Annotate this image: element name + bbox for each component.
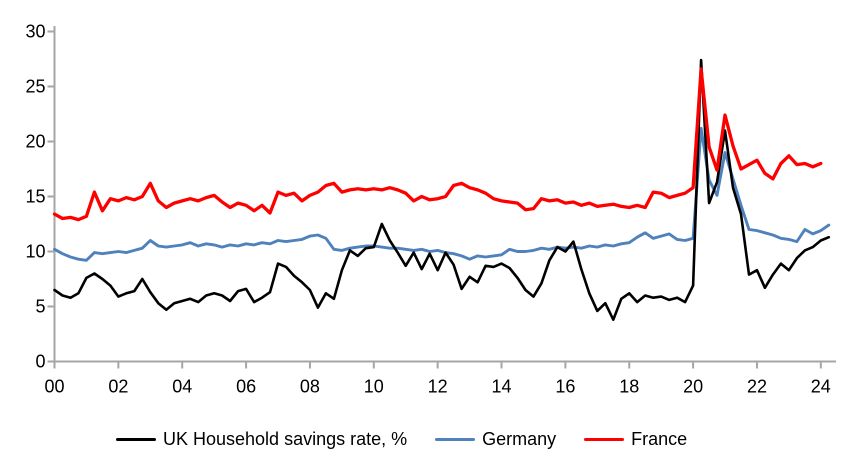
legend-item-uk: UK Household savings rate, % bbox=[116, 429, 407, 450]
y-axis-tick-label: 0 bbox=[35, 352, 45, 372]
x-axis-tick-label: 14 bbox=[492, 377, 512, 397]
legend-line-uk-swatch bbox=[116, 438, 156, 441]
series-line-france bbox=[52, 67, 823, 222]
y-axis-tick-label: 15 bbox=[25, 187, 45, 207]
x-axis-tick-label: 16 bbox=[555, 377, 575, 397]
y-axis-tick-label: 10 bbox=[25, 242, 45, 262]
x-axis-tick-label: 08 bbox=[300, 377, 320, 397]
chart-legend: UK Household savings rate, % Germany Fra… bbox=[116, 429, 687, 450]
legend-line-germany-swatch bbox=[435, 438, 476, 441]
legend-item-germany: Germany bbox=[435, 429, 556, 450]
x-axis-tick-label: 18 bbox=[619, 377, 639, 397]
legend-item-france: France bbox=[584, 429, 687, 450]
y-axis-tick-label: 30 bbox=[25, 22, 45, 42]
x-axis-tick-label: 04 bbox=[172, 377, 192, 397]
y-axis-tick-label: 20 bbox=[25, 132, 45, 152]
x-axis-tick-label: 00 bbox=[44, 377, 64, 397]
x-axis-tick-label: 06 bbox=[236, 377, 256, 397]
legend-line-france-swatch bbox=[584, 437, 625, 442]
x-axis-tick-label: 20 bbox=[683, 377, 703, 397]
y-axis-tick-label: 25 bbox=[25, 77, 45, 97]
x-axis-tick-label: 22 bbox=[747, 377, 767, 397]
x-axis-tick-label: 12 bbox=[428, 377, 448, 397]
x-axis-tick-label: 10 bbox=[364, 377, 384, 397]
chart-plot-area: 0 5 10 15 20 25 30 00 02 04 06 08 10 12 14 16 18 20 22 24 bbox=[25, 22, 836, 397]
legend-label-france: France bbox=[631, 429, 688, 449]
series-line-germany bbox=[53, 126, 831, 262]
legend-label-uk: UK Household savings rate, % bbox=[163, 429, 408, 449]
y-axis-tick-label: 5 bbox=[35, 297, 45, 317]
x-axis-tick-label: 02 bbox=[108, 377, 128, 397]
legend-label-germany: Germany bbox=[482, 429, 557, 449]
x-axis-tick-label: 24 bbox=[811, 377, 831, 397]
